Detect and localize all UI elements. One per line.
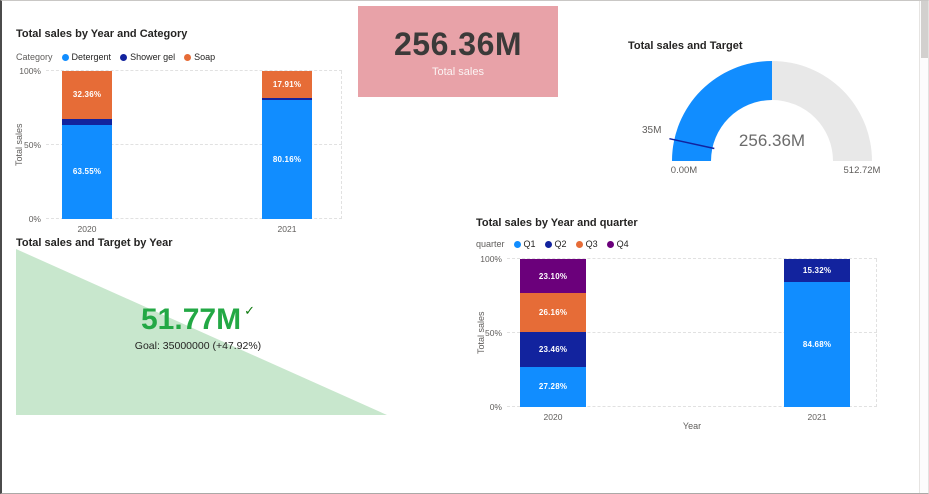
legend-title: Category xyxy=(16,52,53,62)
legend-dot-icon xyxy=(120,53,128,61)
x-tick-label: 2021 xyxy=(277,224,297,234)
y-tick-label: 100% xyxy=(480,254,502,264)
gauge-max-label: 512.72M xyxy=(843,165,881,176)
legend-dot-icon xyxy=(575,240,583,248)
bar-segment-detergent[interactable]: 80.16% xyxy=(262,100,312,219)
bar-2021[interactable]: 84.68% 15.32% xyxy=(784,259,850,407)
bar-segment-q3[interactable]: 26.16% xyxy=(520,293,586,332)
visual-total-sales-card[interactable]: 256.36M Total sales xyxy=(358,6,558,97)
bar-data-label: 84.68% xyxy=(802,339,832,349)
gridline xyxy=(507,406,877,407)
bar-2020[interactable]: 63.55% 32.36% xyxy=(62,71,112,219)
kpi-value-row: 51.77M ✓ xyxy=(42,303,354,337)
bar-data-label: 26.16% xyxy=(538,308,568,318)
legend-item-soap[interactable]: Soap xyxy=(184,52,215,62)
goal-met-check-icon: ✓ xyxy=(244,303,255,318)
legend-label: Q2 xyxy=(554,239,567,249)
legend-dot-icon xyxy=(606,240,614,248)
legend-item-q2[interactable]: Q2 xyxy=(544,239,567,249)
y-tick-label: 0% xyxy=(489,402,502,412)
gridline xyxy=(507,258,877,259)
kpi-goal-text: Goal: 35000000 (+47.92%) xyxy=(134,340,262,352)
gauge-min-label: 0.00M xyxy=(670,165,698,176)
y-tick-label: 100% xyxy=(19,66,41,76)
bar-segment-q1[interactable]: 84.68% xyxy=(784,281,850,407)
gridline xyxy=(46,70,342,71)
vertical-scrollbar[interactable] xyxy=(919,1,928,493)
bar-data-label: 32.36% xyxy=(72,90,102,100)
bar-2020[interactable]: 27.28% 23.46% 26.16% 23.10% xyxy=(520,259,586,407)
gridline xyxy=(341,71,342,219)
legend-item-q1[interactable]: Q1 xyxy=(513,239,536,249)
legend-dot-icon xyxy=(184,53,192,61)
legend-label: Q1 xyxy=(523,239,536,249)
bar-segment-shower-gel[interactable] xyxy=(262,97,312,101)
gridline xyxy=(46,144,342,145)
bar-segment-soap[interactable]: 17.91% xyxy=(262,71,312,98)
gridline xyxy=(507,332,877,333)
chart-title: Total sales by Year and Category xyxy=(16,28,188,40)
kpi-indicator: 51.77M ✓ Goal: 35000000 (+47.92%) xyxy=(42,303,354,352)
bar-segment-q2[interactable]: 15.32% xyxy=(784,259,850,282)
gauge-target-label: 35M xyxy=(642,125,662,136)
bar-data-label: 23.46% xyxy=(538,344,568,354)
bar-data-label: 15.32% xyxy=(802,265,832,275)
plot-area: 0% 50% 100% 63.55% 32.36% 2020 80.16% 17.91% 202… xyxy=(19,66,342,234)
bar-2021[interactable]: 80.16% 17.91% xyxy=(262,71,312,219)
y-tick-label: 50% xyxy=(23,140,41,150)
chart-title: Total sales and Target xyxy=(628,40,743,52)
gridline xyxy=(876,259,877,407)
bar-data-label: 17.91% xyxy=(272,79,302,89)
gauge-arc[interactable] xyxy=(614,47,929,167)
chart-title: Total sales by Year and quarter xyxy=(476,217,638,229)
scrollbar-thumb[interactable] xyxy=(921,1,928,58)
bar-data-label: 23.10% xyxy=(538,271,568,281)
legend: Category Detergent Shower gel Soap xyxy=(16,52,215,62)
visual-sales-and-target-kpi[interactable]: Total sales and Target by Year 51.77M ✓ G… xyxy=(10,229,465,434)
gauge-fill[interactable] xyxy=(672,61,772,161)
y-tick-label: 0% xyxy=(28,214,41,224)
legend: quarter Q1 Q2 Q3 Q4 xyxy=(476,239,629,249)
y-tick-label: 50% xyxy=(484,328,502,338)
legend-label: Detergent xyxy=(71,52,112,62)
bar-segment-shower-gel[interactable] xyxy=(62,118,112,125)
bar-segment-q2[interactable]: 23.46% xyxy=(520,331,586,367)
plot-area: 0% 50% 100% 27.28% 23.46% 26.16% 23.10% 2020 84.… xyxy=(480,254,877,422)
legend-dot-icon xyxy=(61,53,69,61)
legend-label: Soap xyxy=(194,52,216,62)
visual-sales-by-year-and-quarter[interactable]: Total sales by Year and quarter quarter Q… xyxy=(470,211,925,443)
legend-item-shower-gel[interactable]: Shower gel xyxy=(120,52,175,62)
bar-data-label: 27.28% xyxy=(538,382,568,392)
legend-dot-icon xyxy=(513,240,521,248)
bar-segment-detergent[interactable]: 63.55% xyxy=(62,124,112,219)
x-axis-title: Year xyxy=(682,421,702,431)
x-tick-label: 2021 xyxy=(807,412,827,422)
gridline xyxy=(46,218,342,219)
bar-data-label: 80.16% xyxy=(272,155,302,165)
legend-item-detergent[interactable]: Detergent xyxy=(61,52,112,62)
bar-segment-q4[interactable]: 23.10% xyxy=(520,259,586,294)
gauge-callout-value: 256.36M xyxy=(738,131,806,150)
card-value: 256.36M xyxy=(393,25,523,62)
x-tick-label: 2020 xyxy=(543,412,563,422)
chart-title: Total sales and Target by Year xyxy=(16,237,173,249)
card-label: Total sales xyxy=(432,65,484,78)
legend-dot-icon xyxy=(544,240,552,248)
visual-sales-by-year-and-category[interactable]: Total sales by Year and Category Categor… xyxy=(10,21,357,241)
legend-label: Q4 xyxy=(616,239,629,249)
legend-item-q4[interactable]: Q4 xyxy=(606,239,629,249)
legend-label: Q3 xyxy=(585,239,598,249)
kpi-value: 51.77M xyxy=(141,303,242,336)
bar-segment-soap[interactable]: 32.36% xyxy=(62,71,112,119)
bar-segment-q1[interactable]: 27.28% xyxy=(520,366,586,407)
bar-data-label: 63.55% xyxy=(72,167,102,177)
legend-title: quarter xyxy=(476,239,505,249)
x-tick-label: 2020 xyxy=(77,224,97,234)
legend-label: Shower gel xyxy=(130,52,176,62)
visual-sales-and-target-gauge[interactable]: Total sales and Target 256.36M 35M 0.00M… xyxy=(614,31,924,189)
legend-item-q3[interactable]: Q3 xyxy=(575,239,598,249)
gauge-target-marker xyxy=(669,137,715,150)
